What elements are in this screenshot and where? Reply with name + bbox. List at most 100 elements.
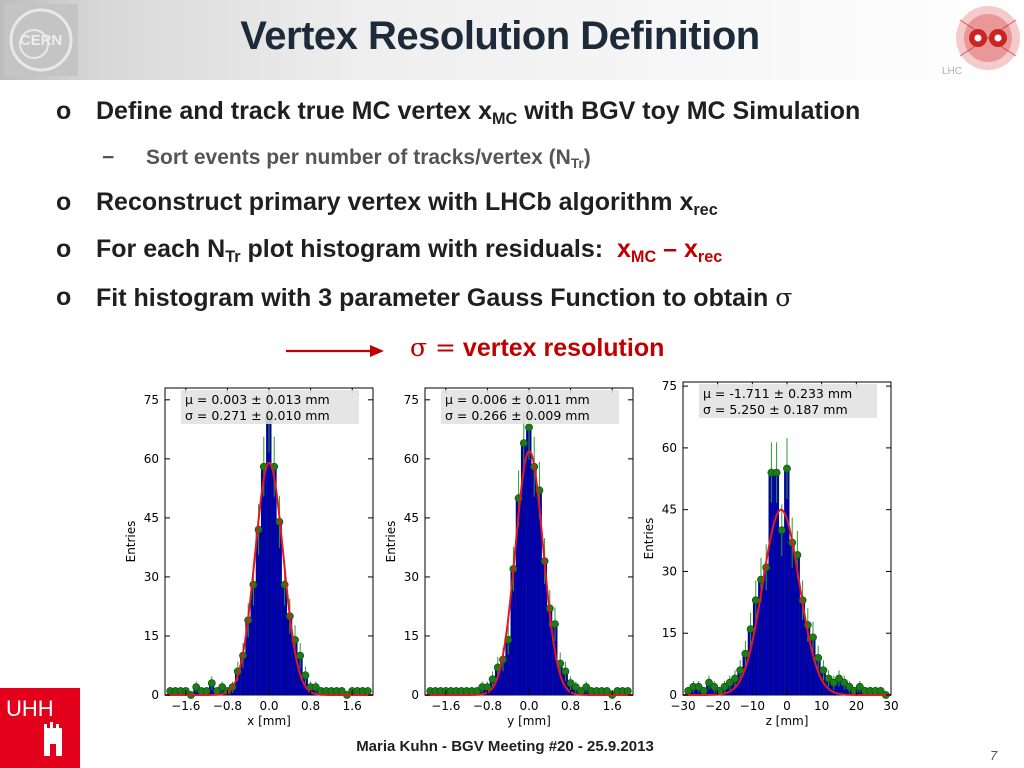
- bullet-subscript: rec: [693, 200, 718, 219]
- uhh-logo-text: UHH: [6, 696, 54, 721]
- gauss-fit-curve: [425, 449, 633, 696]
- data-point: [571, 683, 580, 692]
- x-tick-label: 0.8: [301, 699, 320, 713]
- data-point: [582, 683, 591, 692]
- histogram-bar: [768, 472, 774, 696]
- data-point: [705, 678, 713, 687]
- histogram-bar: [266, 419, 272, 696]
- stats-line: μ = 0.006 ± 0.011 mm: [445, 392, 590, 407]
- y-tick-label: 60: [144, 452, 159, 466]
- resolution-label: σ = vertex resolution: [410, 333, 664, 363]
- page-number: 7: [990, 748, 998, 763]
- uhh-logo: UHH: [0, 688, 80, 768]
- header-band: [0, 0, 1024, 80]
- stats-line: σ = 5.250 ± 0.187 mm: [703, 402, 848, 417]
- y-tick-label: 15: [662, 626, 677, 640]
- x-tick-label: −0.8: [213, 699, 242, 713]
- x-tick-label: −0.8: [473, 699, 502, 713]
- bullet-text: Define and track true MC vertex xMC with…: [96, 97, 860, 127]
- data-point: [218, 683, 227, 692]
- data-point: [699, 686, 708, 695]
- histogram-y: 0 15 30 45 60 75 −1.6 −0.8 0.0 0.8 1.6 y [mm] Entrie…: [384, 387, 634, 728]
- data-point: [725, 678, 734, 687]
- y-tick-label: 45: [662, 503, 677, 517]
- data-point: [551, 620, 559, 629]
- y-tick-label: 75: [404, 393, 419, 407]
- sub-bullet-subscript: Tr: [570, 156, 584, 172]
- data-point: [824, 674, 833, 683]
- slide-title: Vertex Resolution Definition: [240, 14, 760, 58]
- x-tick-label: −10: [740, 699, 765, 713]
- stats-box: [441, 390, 619, 424]
- data-point: [855, 682, 864, 691]
- y-tick-label: 75: [144, 393, 159, 407]
- data-point: [623, 687, 632, 695]
- y-axis-label: Entries: [124, 521, 138, 563]
- x-axis-label: z [mm]: [766, 714, 809, 728]
- data-point: [694, 682, 703, 691]
- x-axis-label: y [mm]: [507, 714, 551, 728]
- residual-formula: xMC – xrec: [617, 235, 723, 266]
- histogram-bar: [784, 468, 790, 696]
- bullet-marker: o: [56, 235, 72, 263]
- data-point: [814, 654, 823, 662]
- data-point: [566, 679, 575, 688]
- stats-line: σ = 0.266 ± 0.009 mm: [445, 408, 590, 423]
- residual-rec-sub: rec: [697, 247, 723, 266]
- bullet-text-tail: plot histogram with residuals:: [240, 235, 617, 263]
- data-point: [783, 464, 791, 473]
- footer-author: Maria Kuhn - BGV Meeting #20 - 25.9.2013: [356, 738, 654, 755]
- resolution-symbol: σ =: [410, 333, 456, 362]
- lhc-logo: LHC: [942, 6, 1020, 77]
- histogram-x: 0 15 30 45 60 75 −1.6 −0.8 0.0 0.8 1.6 x [mm] Entrie…: [124, 387, 374, 728]
- bullet-text-main: Reconstruct primary vertex with LHCb alg…: [96, 188, 694, 216]
- data-point: [525, 423, 533, 432]
- x-tick-label: 0: [783, 699, 791, 713]
- data-point: [192, 683, 201, 692]
- y-tick-label: 45: [404, 511, 419, 525]
- y-tick-label: 60: [662, 441, 677, 455]
- sub-bullet-text: Sort events per number of tracks/vertex …: [146, 146, 591, 170]
- histogram-bar: [773, 472, 780, 696]
- data-point: [777, 526, 786, 535]
- y-tick-label: 45: [144, 511, 159, 525]
- y-tick-label: 30: [662, 564, 677, 578]
- stats-box: [181, 390, 359, 424]
- stats-line: σ = 0.271 ± 0.010 mm: [185, 408, 330, 423]
- data-point: [809, 633, 817, 642]
- data-point: [819, 666, 828, 675]
- x-tick-label: 30: [883, 699, 898, 713]
- bullet-marker: o: [56, 283, 72, 311]
- data-point: [720, 682, 729, 691]
- data-point: [710, 682, 719, 691]
- data-point: [751, 596, 760, 605]
- x-tick-label: 10: [814, 699, 829, 713]
- y-axis-label: Entries: [384, 521, 398, 563]
- data-point: [363, 687, 372, 695]
- bullet-text: Fit histogram with 3 parameter Gauss Fun…: [96, 283, 792, 313]
- data-point: [746, 625, 755, 634]
- cern-logo: CERN: [4, 4, 78, 76]
- y-tick-label: 75: [662, 379, 677, 393]
- y-tick-label: 15: [144, 629, 159, 643]
- cern-logo-text: CERN: [20, 32, 63, 49]
- data-point: [207, 679, 216, 688]
- x-tick-label: 20: [849, 699, 864, 713]
- sigma-symbol: σ: [775, 283, 793, 312]
- bullet-text: For each NTr plot histogram with residua…: [96, 235, 723, 266]
- data-point: [202, 687, 211, 695]
- y-axis-label: Entries: [642, 518, 656, 560]
- x-tick-label: 0.0: [519, 699, 538, 713]
- bullet-text-main: Define and track true MC vertex x: [96, 97, 492, 125]
- x-tick-label: −30: [670, 699, 695, 713]
- stats-line: μ = 0.003 ± 0.013 mm: [185, 392, 330, 407]
- residual-mc-sub: MC: [630, 247, 657, 266]
- residual-minus: – x: [656, 235, 698, 263]
- data-point: [301, 671, 310, 680]
- x-tick-label: −1.6: [171, 699, 200, 713]
- x-tick-label: −1.6: [431, 699, 460, 713]
- residual-x: x: [617, 235, 631, 263]
- y-tick-label: 60: [404, 452, 419, 466]
- bullet-subscript: Tr: [225, 247, 241, 266]
- bullet-marker: o: [56, 97, 72, 125]
